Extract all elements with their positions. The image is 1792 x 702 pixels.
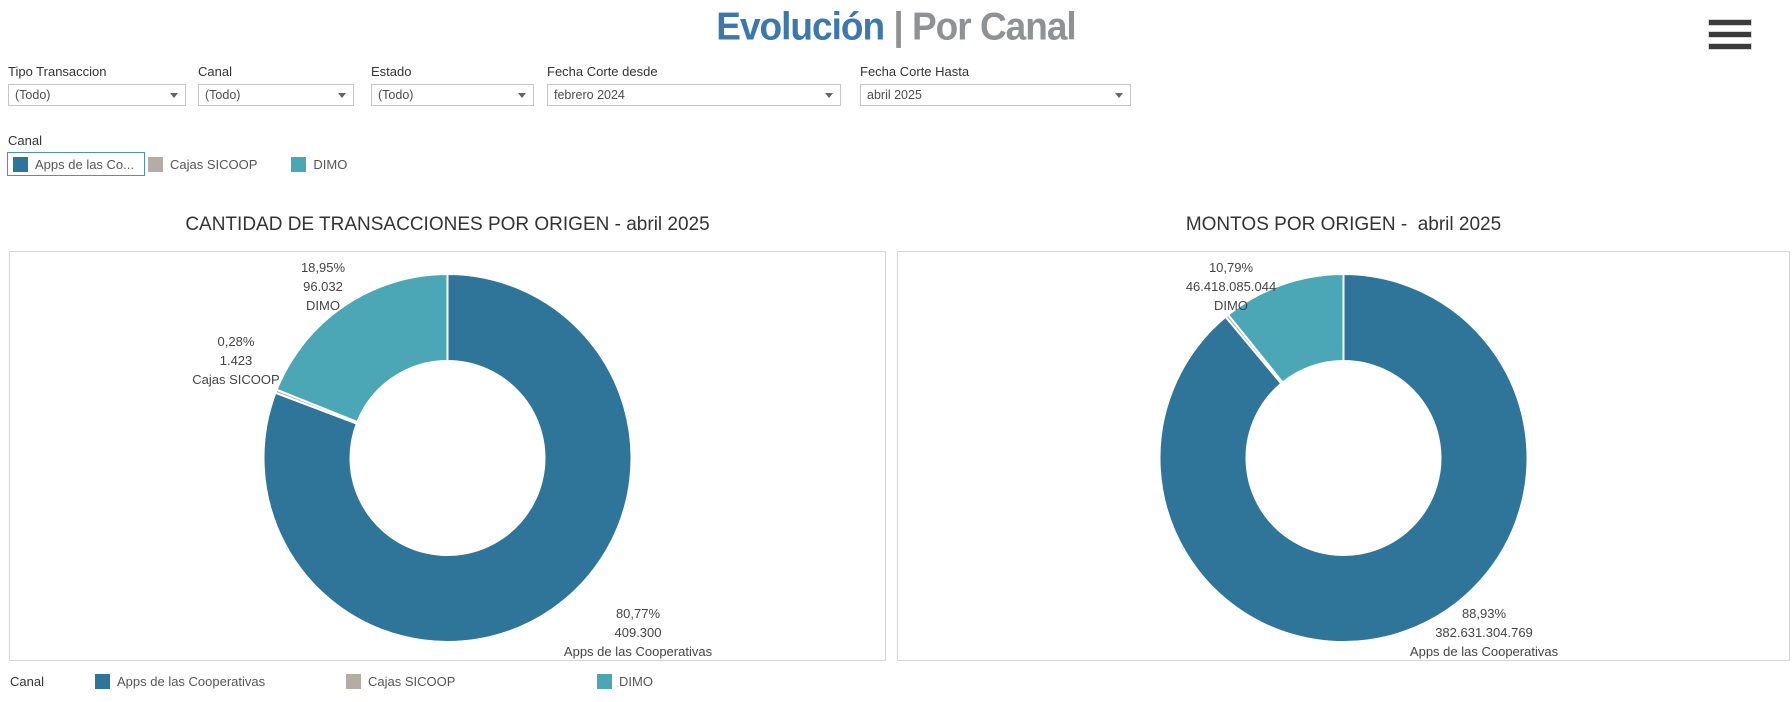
- slice-label-line: DIMO: [1214, 298, 1248, 313]
- bottom-legend-title: Canal: [10, 674, 44, 689]
- legend-item-label: DIMO: [313, 156, 348, 172]
- donut-slice-apps-de-las-cooperativas[interactable]: [1158, 272, 1529, 643]
- filter-value: (Todo): [205, 88, 241, 102]
- filter-fecha-corte-desde: Fecha Corte desde febrero 2024: [547, 64, 841, 106]
- chevron-down-icon: [518, 93, 526, 98]
- slice-label-line: DIMO: [306, 298, 340, 313]
- page-title: Evolución | Por Canal: [0, 5, 1792, 50]
- filter-estado: Estado (Todo): [371, 64, 534, 106]
- chart-title-amounts: MONTOS POR ORIGEN - abril 2025: [1185, 214, 1502, 235]
- page-title-secondary: | Por Canal: [893, 4, 1076, 49]
- filter-dropdown-tipo-transaccion[interactable]: (Todo): [8, 84, 186, 106]
- chart-title-transactions: CANTIDAD DE TRANSACCIONES POR ORIGEN - a…: [185, 214, 710, 235]
- filter-value: (Todo): [15, 88, 51, 102]
- filter-fecha-corte-hasta: Fecha Corte Hasta abril 2025: [860, 64, 1131, 106]
- slice-label-line: Apps de las Cooperativas: [563, 644, 713, 659]
- slice-label-line: Apps de las Cooperativas: [1409, 644, 1559, 659]
- filter-dropdown-canal[interactable]: (Todo): [198, 84, 354, 106]
- slice-label-line: 409.300: [614, 625, 662, 640]
- legend-item-label: Apps de las Cooperativas: [117, 674, 266, 689]
- filter-value: febrero 2024: [554, 88, 625, 102]
- hamburger-menu-icon[interactable]: [1708, 19, 1752, 50]
- slice-label-apps-de-las-cooperativas: 88,93% 382.631.304.769 Apps de las Coopera…: [1410, 604, 1558, 661]
- donut-slice-dimo[interactable]: [275, 272, 449, 424]
- transactions-donut-panel: 18,95% 96.032 DIMO 0,28% 1.423 Cajas SICOOP 80…: [9, 251, 886, 661]
- legend-item-cajas-sicoop[interactable]: Cajas SICOOP: [346, 674, 597, 689]
- filter-tipo-transaccion: Tipo Transaccion (Todo): [8, 64, 186, 106]
- filter-label: Fecha Corte Hasta: [860, 64, 970, 79]
- legend-swatch: [291, 156, 307, 172]
- hamburger-bar: [1708, 43, 1752, 50]
- channel-highlighter-legend: Apps de las Co... Cajas SICOOP DIMO: [7, 152, 347, 176]
- filter-dropdown-fecha-corte-desde[interactable]: febrero 2024: [547, 84, 841, 106]
- slice-label-line: 18,95%: [300, 260, 346, 275]
- legend-item-dimo[interactable]: DIMO: [291, 152, 347, 176]
- hamburger-bar: [1708, 19, 1752, 26]
- legend-swatch: [597, 674, 612, 689]
- slice-label-dimo: 18,95% 96.032 DIMO: [301, 258, 345, 315]
- slice-label-line: 46.418.085.044: [1185, 279, 1277, 294]
- slice-label-line: 1.423: [219, 353, 253, 368]
- legend-item-label: Cajas SICOOP: [368, 674, 456, 689]
- bottom-legend: Canal Apps de las Cooperativas Cajas SIC…: [10, 674, 653, 689]
- donut-slice-apps-de-las-cooperativas[interactable]: [262, 272, 633, 643]
- slice-label-cajas-sicoop: 0,28% 1.423 Cajas SICOOP: [192, 332, 279, 389]
- legend-item-label: Apps de las Co...: [35, 156, 134, 172]
- page-title-primary: Evolución: [716, 4, 894, 49]
- filter-label: Tipo Transaccion: [8, 64, 107, 79]
- filter-dropdown-estado[interactable]: (Todo): [371, 84, 534, 106]
- legend-swatch: [13, 156, 28, 172]
- legend-item-label: Cajas SICOOP: [170, 156, 258, 172]
- legend-item-dimo[interactable]: DIMO: [597, 674, 653, 689]
- chevron-down-icon: [338, 93, 346, 98]
- legend-swatch: [346, 674, 361, 689]
- slice-label-line: 96.032: [303, 279, 343, 294]
- legend-swatch: [95, 674, 110, 689]
- slice-label-line: Cajas SICOOP: [192, 372, 280, 387]
- filter-dropdown-fecha-corte-hasta[interactable]: abril 2025: [860, 84, 1131, 106]
- chevron-down-icon: [1115, 93, 1123, 98]
- legend-item-apps-de-las-cooperativas[interactable]: Apps de las Cooperativas: [95, 674, 346, 689]
- filter-label: Estado: [371, 64, 412, 79]
- filter-canal: Canal (Todo): [198, 64, 354, 106]
- transactions-donut-chart: [262, 272, 633, 643]
- slice-label-line: 80,77%: [615, 606, 661, 621]
- amounts-donut-chart: [1158, 272, 1529, 643]
- slice-label-line: 88,93%: [1461, 606, 1507, 621]
- slice-label-line: 0,28%: [217, 334, 255, 349]
- legend-item-cajas-sicoop[interactable]: Cajas SICOOP: [148, 152, 257, 176]
- slice-label-dimo: 10,79% 46.418.085.044 DIMO: [1186, 258, 1276, 315]
- donut-slice-dimo[interactable]: [1226, 272, 1345, 384]
- filter-value: abril 2025: [867, 88, 922, 102]
- slice-label-apps-de-las-cooperativas: 80,77% 409.300 Apps de las Cooperativas: [564, 604, 712, 661]
- slice-label-line: 382.631.304.769: [1435, 625, 1533, 640]
- amounts-donut-panel: 10,79% 46.418.085.044 DIMO 88,93% 382.631.30…: [897, 251, 1790, 661]
- legend-item-label: DIMO: [619, 674, 653, 689]
- filter-label: Fecha Corte desde: [547, 64, 658, 79]
- slice-label-line: 10,79%: [1208, 260, 1254, 275]
- filter-label: Canal: [198, 64, 232, 79]
- chevron-down-icon: [825, 93, 833, 98]
- legend-swatch: [148, 156, 163, 172]
- channel-legend-title: Canal: [8, 133, 42, 148]
- chevron-down-icon: [170, 93, 178, 98]
- legend-item-apps-de-las-cooperativas[interactable]: Apps de las Co...: [7, 152, 145, 176]
- hamburger-bar: [1708, 31, 1752, 38]
- filter-value: (Todo): [378, 88, 414, 102]
